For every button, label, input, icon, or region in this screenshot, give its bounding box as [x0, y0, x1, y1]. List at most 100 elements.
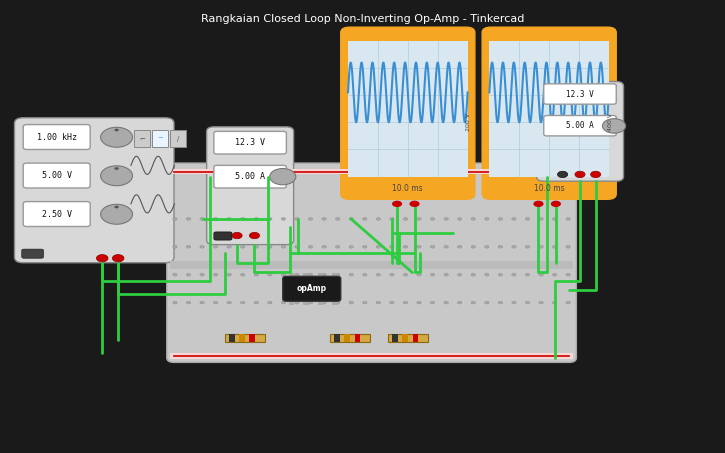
- Circle shape: [254, 246, 259, 248]
- Text: 2.50 V: 2.50 V: [42, 210, 72, 219]
- Circle shape: [471, 273, 476, 276]
- Circle shape: [336, 246, 340, 248]
- Circle shape: [484, 246, 489, 248]
- Circle shape: [390, 273, 394, 276]
- Circle shape: [101, 204, 133, 224]
- Bar: [402, 334, 408, 342]
- Circle shape: [308, 273, 312, 276]
- Circle shape: [392, 201, 402, 207]
- Circle shape: [457, 273, 462, 276]
- Text: 5.00 A: 5.00 A: [566, 121, 594, 130]
- Circle shape: [173, 273, 177, 276]
- Circle shape: [539, 246, 543, 248]
- Circle shape: [512, 301, 516, 304]
- Text: 12.3 V: 12.3 V: [566, 90, 594, 99]
- Circle shape: [173, 217, 177, 220]
- Bar: [134, 130, 150, 147]
- Circle shape: [512, 246, 516, 248]
- Text: 400 V: 400 V: [608, 113, 613, 131]
- Circle shape: [417, 301, 421, 304]
- Circle shape: [186, 301, 191, 304]
- Circle shape: [566, 246, 571, 248]
- Circle shape: [295, 273, 299, 276]
- Circle shape: [241, 217, 245, 220]
- Circle shape: [431, 217, 435, 220]
- Circle shape: [270, 169, 296, 185]
- Bar: [318, 301, 323, 305]
- Circle shape: [390, 246, 394, 248]
- Circle shape: [471, 301, 476, 304]
- Bar: [225, 334, 265, 342]
- Text: 200 V: 200 V: [466, 113, 471, 131]
- Text: 10.0 ms: 10.0 ms: [392, 183, 423, 193]
- Bar: [413, 334, 418, 342]
- Circle shape: [173, 246, 177, 248]
- Bar: [303, 273, 309, 277]
- Circle shape: [200, 217, 204, 220]
- Circle shape: [213, 301, 217, 304]
- Text: opAmp: opAmp: [297, 284, 327, 293]
- Circle shape: [232, 232, 242, 239]
- Bar: [355, 334, 360, 342]
- Circle shape: [281, 246, 286, 248]
- FancyBboxPatch shape: [482, 27, 616, 199]
- Bar: [229, 334, 235, 342]
- Circle shape: [281, 217, 286, 220]
- Circle shape: [115, 167, 119, 170]
- Circle shape: [322, 217, 326, 220]
- FancyBboxPatch shape: [23, 202, 90, 226]
- Circle shape: [602, 119, 626, 133]
- Bar: [318, 273, 323, 277]
- Circle shape: [552, 273, 557, 276]
- Circle shape: [526, 301, 530, 304]
- FancyBboxPatch shape: [544, 116, 616, 136]
- Bar: [249, 334, 255, 342]
- Bar: [334, 334, 340, 342]
- Circle shape: [552, 217, 557, 220]
- Circle shape: [173, 301, 177, 304]
- Circle shape: [551, 201, 561, 207]
- FancyBboxPatch shape: [207, 127, 294, 245]
- Text: Rangkaian Closed Loop Non-Inverting Op-Amp - Tinkercad: Rangkaian Closed Loop Non-Inverting Op-A…: [201, 14, 524, 24]
- Bar: [170, 353, 573, 359]
- Circle shape: [227, 217, 231, 220]
- Circle shape: [200, 301, 204, 304]
- Circle shape: [390, 301, 394, 304]
- Text: ~: ~: [157, 135, 163, 142]
- Circle shape: [268, 217, 272, 220]
- Bar: [348, 41, 468, 177]
- Circle shape: [115, 206, 119, 208]
- Circle shape: [566, 217, 571, 220]
- Circle shape: [268, 246, 272, 248]
- Circle shape: [498, 217, 502, 220]
- Circle shape: [349, 217, 353, 220]
- Circle shape: [552, 301, 557, 304]
- Circle shape: [336, 301, 340, 304]
- Circle shape: [471, 217, 476, 220]
- Circle shape: [552, 246, 557, 248]
- Circle shape: [295, 246, 299, 248]
- Bar: [152, 130, 168, 147]
- Circle shape: [336, 273, 340, 276]
- Circle shape: [322, 301, 326, 304]
- Circle shape: [526, 246, 530, 248]
- Bar: [489, 41, 609, 177]
- FancyBboxPatch shape: [544, 84, 616, 104]
- Text: 5.00 V: 5.00 V: [42, 171, 72, 180]
- Bar: [392, 334, 398, 342]
- Bar: [170, 169, 573, 174]
- Circle shape: [241, 301, 245, 304]
- Circle shape: [417, 273, 421, 276]
- Circle shape: [362, 217, 367, 220]
- Circle shape: [254, 301, 259, 304]
- Circle shape: [484, 217, 489, 220]
- Bar: [388, 334, 428, 342]
- Circle shape: [227, 301, 231, 304]
- Circle shape: [403, 301, 407, 304]
- FancyBboxPatch shape: [22, 249, 44, 258]
- FancyBboxPatch shape: [214, 232, 232, 240]
- Circle shape: [498, 301, 502, 304]
- Circle shape: [186, 273, 191, 276]
- Circle shape: [444, 217, 448, 220]
- Circle shape: [376, 246, 381, 248]
